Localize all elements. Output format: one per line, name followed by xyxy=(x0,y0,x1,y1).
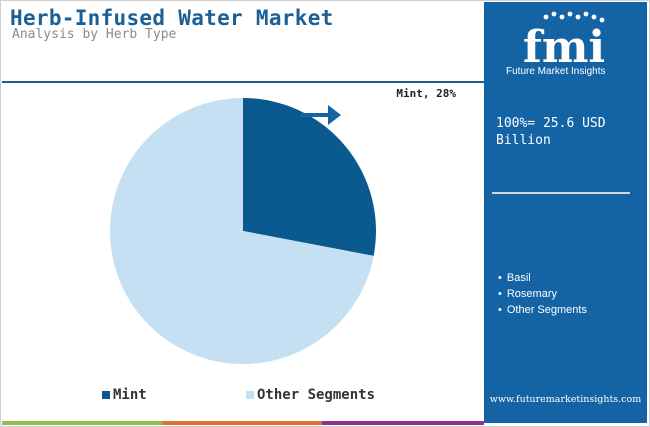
sidebar-panel: fmi Future Market Insights 100%= 25.6 US… xyxy=(484,2,647,423)
legend-swatch-other xyxy=(246,391,254,399)
list-item: Other Segments xyxy=(498,302,587,318)
pie-slices xyxy=(109,98,376,364)
chart-subtitle: Analysis by Herb Type xyxy=(12,27,177,42)
market-total-unit: Billion xyxy=(496,133,551,148)
legend-label-other: Other Segments xyxy=(257,387,376,403)
other-segments-list: Basil Rosemary Other Segments xyxy=(498,270,587,318)
header-divider xyxy=(2,81,484,83)
market-total: 100%= 25.6 USD Billion xyxy=(496,115,646,149)
bottom-bar-green xyxy=(2,421,162,425)
callout-arrow xyxy=(300,105,341,125)
list-item: Rosemary xyxy=(498,286,587,302)
logo-tagline: Future Market Insights xyxy=(506,66,606,77)
fmi-logo: fmi xyxy=(523,11,605,73)
logo-letters: fmi xyxy=(523,22,605,73)
bottom-bar-purple xyxy=(322,421,484,425)
chart-title: Herb-Infused Water Market xyxy=(10,6,334,30)
pie-chart: Mint, 28% xyxy=(109,87,456,364)
list-item: Basil xyxy=(498,270,587,286)
website-url: www.futuremarketinsights.com xyxy=(489,394,642,405)
legend-item-mint: Mint xyxy=(102,387,147,403)
market-total-value: 100%= 25.6 USD xyxy=(496,116,606,131)
sidebar-divider xyxy=(492,192,630,194)
legend-item-other: Other Segments xyxy=(246,387,375,403)
legend-label-mint: Mint xyxy=(113,387,147,403)
legend-swatch-mint xyxy=(102,391,110,399)
callout-label: Mint, 28% xyxy=(396,87,456,100)
pie-slice-other-segments xyxy=(109,98,374,364)
bottom-bar-orange xyxy=(162,421,322,425)
pie-slice-mint xyxy=(243,98,376,256)
